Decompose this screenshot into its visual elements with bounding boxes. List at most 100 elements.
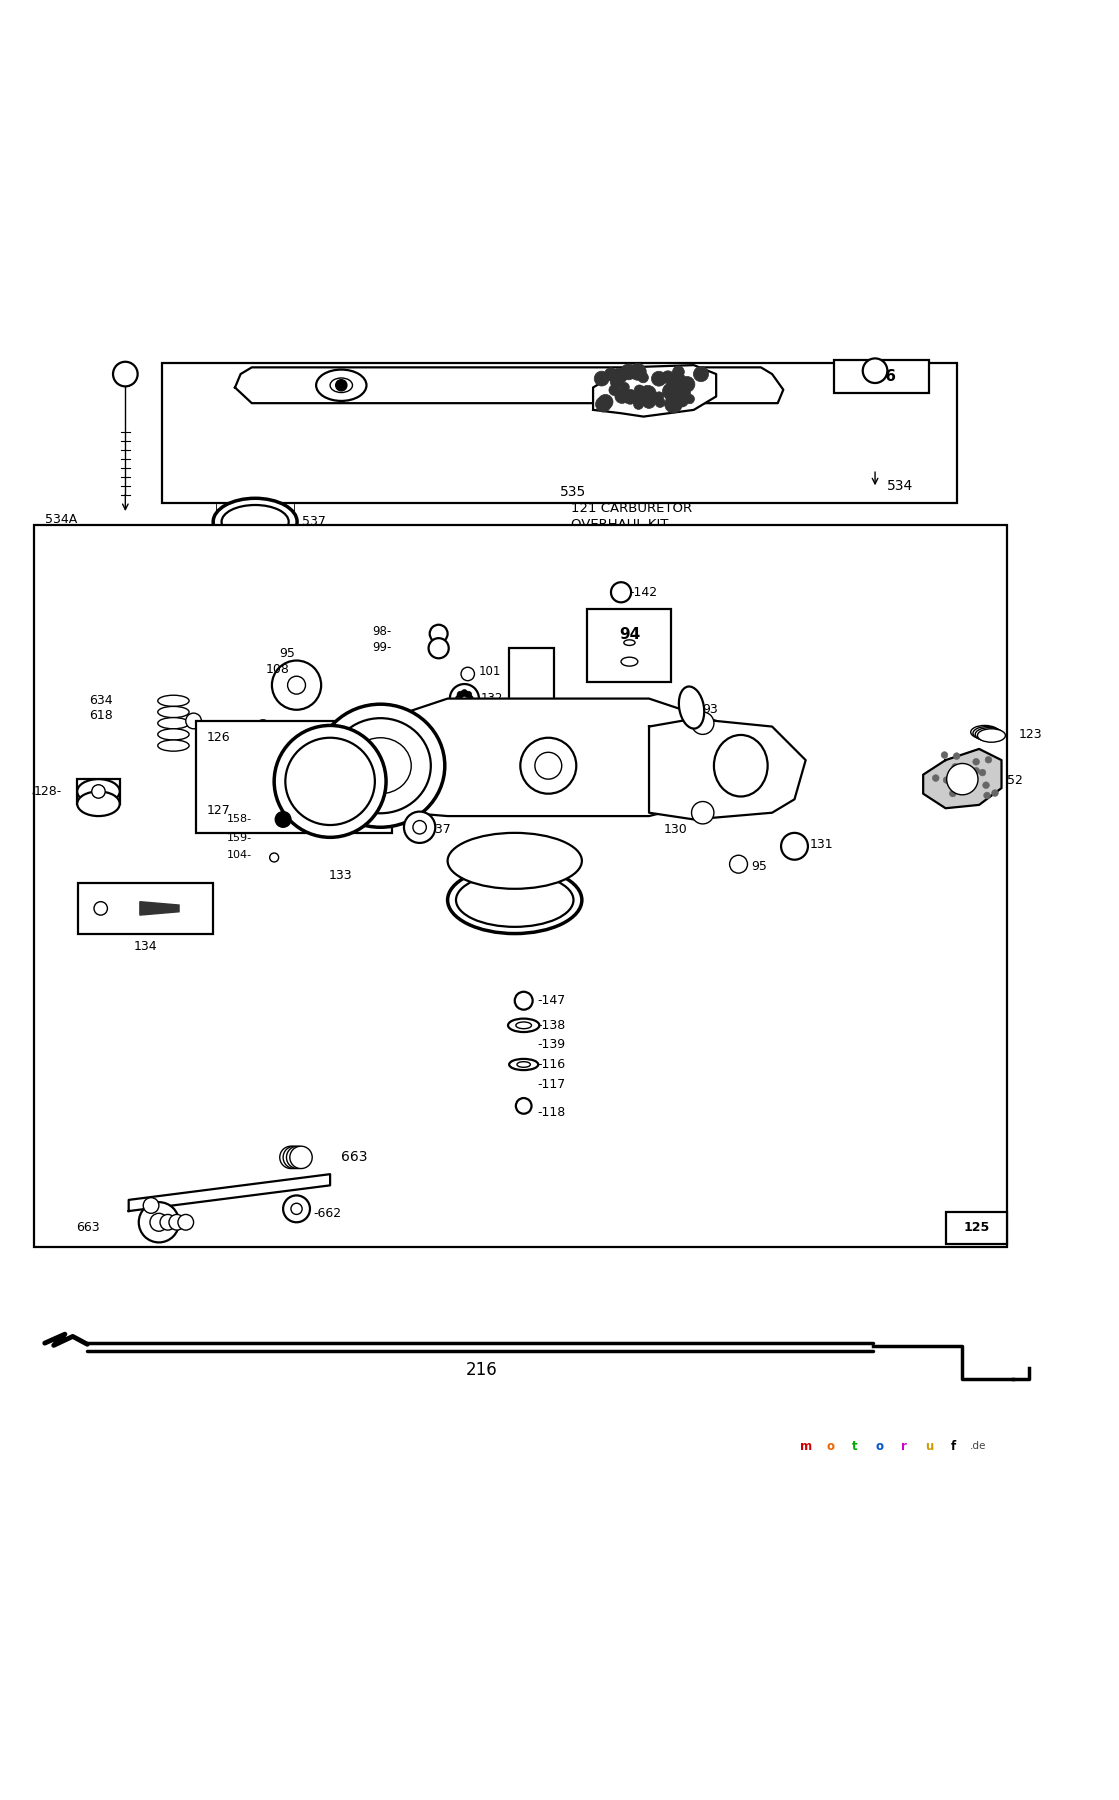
Ellipse shape [290,1147,312,1168]
Circle shape [665,396,683,412]
Text: 618: 618 [90,709,113,722]
Circle shape [143,1197,159,1213]
Circle shape [611,369,627,383]
Text: 95: 95 [280,648,295,661]
Text: 128-: 128- [34,785,62,797]
Text: 159-: 159- [227,833,252,844]
Circle shape [972,767,979,774]
Text: 52: 52 [1007,774,1023,787]
Circle shape [668,385,683,400]
Text: r: r [901,1440,908,1453]
Circle shape [639,385,657,403]
Circle shape [985,756,991,763]
Ellipse shape [679,686,704,729]
Ellipse shape [448,866,582,934]
Text: 133: 133 [329,869,352,882]
Circle shape [404,812,435,842]
Circle shape [651,371,666,387]
Ellipse shape [285,738,375,824]
Text: f: f [951,1440,956,1453]
Circle shape [941,752,948,758]
Circle shape [991,790,998,796]
Circle shape [139,1202,179,1242]
Circle shape [685,394,695,403]
Text: 634: 634 [90,695,113,707]
Circle shape [679,387,690,400]
Circle shape [664,383,677,398]
Ellipse shape [77,792,120,815]
Circle shape [455,695,462,702]
Circle shape [595,396,611,412]
Circle shape [863,358,887,383]
Ellipse shape [286,1147,309,1168]
Ellipse shape [972,727,1000,740]
Circle shape [638,373,648,383]
Circle shape [655,398,665,407]
Circle shape [621,364,637,380]
Circle shape [611,581,631,603]
Circle shape [520,738,576,794]
Circle shape [272,661,321,709]
Text: 216: 216 [466,1361,497,1379]
Text: 125: 125 [963,1222,989,1235]
Circle shape [673,365,685,378]
Circle shape [947,763,978,796]
Text: OVERHAUL KIT.: OVERHAUL KIT. [571,518,670,531]
Circle shape [979,769,986,776]
Ellipse shape [178,1215,194,1229]
Circle shape [467,695,473,702]
Ellipse shape [213,499,297,545]
Ellipse shape [978,729,1005,742]
Circle shape [92,785,105,797]
Polygon shape [235,367,783,403]
Circle shape [670,385,681,396]
Circle shape [666,389,681,405]
Text: 101: 101 [479,666,501,679]
Text: 93: 93 [703,704,718,716]
Circle shape [609,385,620,396]
Circle shape [984,792,990,799]
Text: 104-: 104- [227,850,252,860]
Text: 126: 126 [207,731,231,743]
Text: 127: 127 [207,805,231,817]
Text: 130: 130 [664,823,687,835]
Circle shape [952,763,959,770]
Ellipse shape [330,718,431,814]
Ellipse shape [457,873,573,927]
Ellipse shape [448,833,582,889]
Ellipse shape [316,369,367,401]
Text: -118: -118 [537,1107,565,1120]
Circle shape [674,383,689,400]
Polygon shape [380,698,716,815]
Text: 534A: 534A [45,513,77,526]
Circle shape [461,689,468,697]
Circle shape [615,389,629,403]
Circle shape [943,776,950,783]
Text: 534: 534 [887,479,913,493]
Ellipse shape [330,378,352,392]
Circle shape [113,362,138,387]
Circle shape [932,774,939,781]
Ellipse shape [509,1058,538,1069]
Text: o: o [826,1440,835,1453]
Text: -142: -142 [629,585,657,599]
Text: -662: -662 [313,1206,341,1220]
Text: .de: .de [970,1442,986,1451]
Circle shape [694,367,708,382]
Circle shape [629,364,647,380]
Circle shape [620,382,629,392]
Circle shape [674,378,687,391]
Ellipse shape [624,639,636,646]
Bar [78,884,213,934]
Text: 98-: 98- [373,625,392,637]
Circle shape [781,833,808,860]
Circle shape [150,1213,168,1231]
Circle shape [949,790,956,797]
Bar [34,526,1007,1247]
Circle shape [662,383,679,400]
Circle shape [730,855,747,873]
Circle shape [692,713,714,734]
Circle shape [633,389,648,403]
Text: 132: 132 [481,691,504,706]
Text: 158-: 158- [227,814,252,824]
